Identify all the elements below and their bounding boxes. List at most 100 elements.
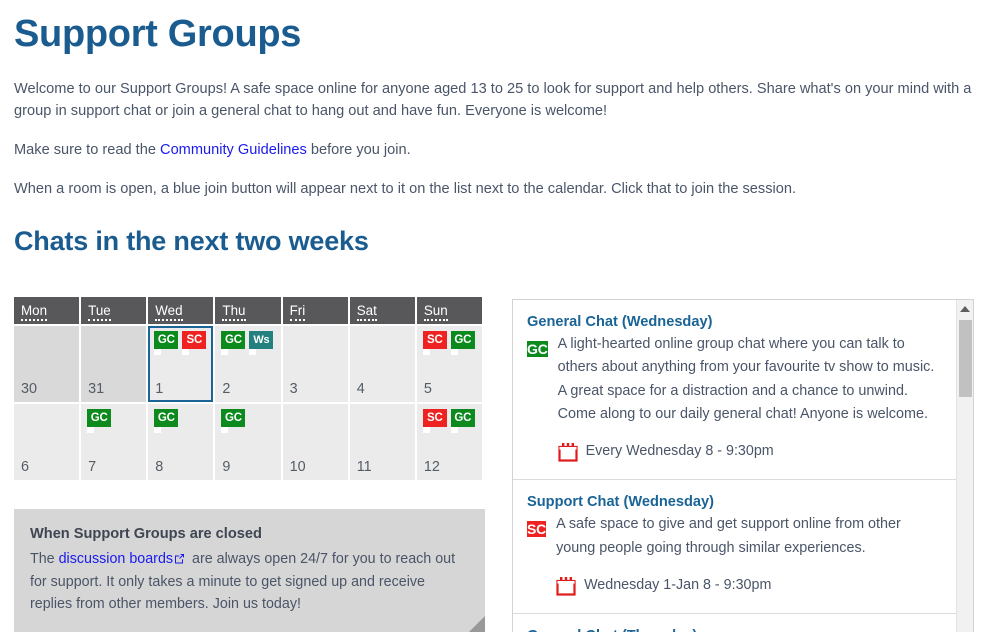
day-number: 4 <box>356 381 365 397</box>
chat-card-description: A safe space to give and get support onl… <box>556 516 901 556</box>
day-number: 7 <box>88 459 97 475</box>
closed-notice-box: When Support Groups are closed The discu… <box>14 509 485 632</box>
closed-notice-text: The discussion boards are always open 24… <box>30 548 469 615</box>
calendar-day-cell[interactable]: 30 <box>14 326 80 402</box>
chat-card-text: A safe space to give and get support onl… <box>556 513 938 597</box>
closed-notice-heading: When Support Groups are closed <box>30 526 262 542</box>
calendar-header-row: Mon Tue Wed Thu Fri Sat Sun <box>14 297 482 324</box>
calendar-day-cell[interactable]: SC GC 12 <box>416 404 482 480</box>
day-number: 11 <box>356 459 372 475</box>
day-abbr: Sat <box>356 303 377 321</box>
chat-badge-gc[interactable]: GC <box>450 409 475 433</box>
external-link-icon <box>174 549 185 571</box>
scroll-up-arrow-icon[interactable] <box>957 300 973 317</box>
calendar-week-row: 30 31 GC SC 1 GC Ws 2 3 4 SC GC 5 <box>14 326 482 402</box>
guidelines-suffix: before you join. <box>306 142 411 159</box>
day-number: 6 <box>21 459 30 475</box>
chat-card-schedule: Every Wednesday 8 - 9:30pm <box>585 443 774 460</box>
day-badges: SC GC <box>422 331 477 355</box>
chat-card-badge-holder: SC <box>527 517 546 597</box>
chat-badge-sc[interactable]: SC <box>182 331 207 355</box>
chat-card-schedule-row: Wednesday 1-Jan 8 - 9:30pm <box>556 574 938 597</box>
day-badges: GC SC <box>154 331 208 355</box>
day-number: 1 <box>155 381 164 397</box>
intro-join-note: When a room is open, a blue join button … <box>14 181 797 198</box>
day-number: 30 <box>21 381 38 397</box>
panel-scrollbar[interactable] <box>956 300 973 632</box>
day-number: 3 <box>289 381 298 397</box>
calendar-day-cell[interactable]: 11 <box>349 404 415 480</box>
calendar-day-cell[interactable]: GC 9 <box>215 404 281 480</box>
calendar-day-header-tue: Tue <box>81 297 147 324</box>
calendar-day-cell[interactable]: 4 <box>349 326 415 402</box>
chat-card-schedule: Wednesday 1-Jan 8 - 9:30pm <box>584 577 772 594</box>
chat-badge-gc[interactable]: GC <box>221 409 246 433</box>
chat-badge-sc[interactable]: SC <box>422 409 447 433</box>
calendar-day-cell[interactable]: 6 <box>14 404 80 480</box>
chat-badge-gc[interactable]: GC <box>450 331 475 355</box>
calendar-day-cell[interactable]: 10 <box>282 404 348 480</box>
guidelines-prefix: Make sure to read the <box>14 142 161 159</box>
calendar-day-cell[interactable]: GC 8 <box>148 404 214 480</box>
chat-badge-gc[interactable]: GC <box>87 409 112 433</box>
page-title: Support Groups <box>14 13 302 55</box>
day-badges: SC GC <box>422 409 477 433</box>
chat-card-text: A light-hearted online group chat where … <box>558 333 938 463</box>
calendar-day-cell[interactable]: GC 7 <box>81 404 147 480</box>
chat-card[interactable]: Support Chat (Wednesday) SC A safe space t… <box>513 480 956 615</box>
intro-guidelines: Make sure to read the Community Guidelin… <box>14 139 974 161</box>
chat-card-body: SC A safe space to give and get support o… <box>527 513 938 597</box>
calendar-day-header-mon: Mon <box>14 297 80 324</box>
calendar-day-cell[interactable]: GC SC 1 <box>148 326 214 402</box>
chat-card-body: GC A light-hearted online group chat wher… <box>527 333 938 463</box>
calendar-day-header-sun: Sun <box>416 297 482 324</box>
calendar-day-header-thu: Thu <box>215 297 281 324</box>
day-number: 31 <box>88 381 105 397</box>
chat-card-title: General Chat (Thursday) <box>527 628 938 632</box>
day-abbr: Sun <box>423 303 448 321</box>
chat-badge-sc: SC <box>527 521 547 538</box>
support-groups-page: Support Groups Welcome to our Support Gr… <box>0 13 988 632</box>
calendar-day-header-wed: Wed <box>148 297 214 324</box>
chat-badge-gc[interactable]: GC <box>154 409 179 433</box>
calendar-body: 30 31 GC SC 1 GC Ws 2 3 4 SC GC 5 6 GC 7 GC 8 GC 9 10 11 SC GC 1… <box>14 326 482 480</box>
day-badges: GC <box>221 409 275 433</box>
chat-badge-gc[interactable]: GC <box>154 331 179 355</box>
chat-badge-ws[interactable]: Ws <box>249 331 274 355</box>
chat-badge-sc[interactable]: SC <box>422 331 447 355</box>
calendar-day-cell[interactable]: GC Ws 2 <box>215 326 281 402</box>
day-badges: GC Ws <box>221 331 275 355</box>
chat-list-scroll-area: General Chat (Wednesday) GC A light-hearte… <box>513 300 956 632</box>
day-number: 5 <box>423 381 432 397</box>
day-abbr: Thu <box>222 303 246 321</box>
day-abbr: Tue <box>88 303 111 321</box>
day-badges: GC <box>154 409 208 433</box>
calendar-week-row: 6 GC 7 GC 8 GC 9 10 11 SC GC 12 <box>14 404 482 480</box>
day-abbr: Fri <box>289 303 306 321</box>
section-title: Chats in the next two weeks <box>14 226 369 257</box>
calendar-table: Mon Tue Wed Thu Fri Sat Sun 30 31 GC SC 1 GC Ws 2 3 4 SC… <box>12 295 484 482</box>
resize-handle[interactable] <box>468 616 485 632</box>
day-number: 10 <box>289 459 306 475</box>
calendar-day-cell[interactable]: 3 <box>282 326 348 402</box>
calendar-day-cell[interactable]: SC GC 5 <box>416 326 482 402</box>
chat-card[interactable]: General Chat (Thursday)GC <box>513 614 956 632</box>
chat-list-panel: General Chat (Wednesday) GC A light-hearte… <box>512 299 974 632</box>
scroll-down-arrow-icon[interactable] <box>957 628 973 632</box>
scrollbar-thumb[interactable] <box>959 320 972 397</box>
day-abbr: Mon <box>21 303 48 321</box>
chat-badge-gc: GC <box>527 341 548 357</box>
community-guidelines-link[interactable]: Community Guidelines <box>160 142 307 159</box>
chat-card-title: General Chat (Wednesday) <box>527 314 713 330</box>
chat-card[interactable]: General Chat (Wednesday) GC A light-hearte… <box>513 300 956 481</box>
chat-badge-gc[interactable]: GC <box>221 331 246 355</box>
intro-text: Welcome to our Support Groups! A safe sp… <box>14 78 974 201</box>
discussion-boards-link[interactable]: discussion boards <box>58 550 174 567</box>
calendar-day-header-fri: Fri <box>282 297 348 324</box>
calendar-icon <box>558 442 578 462</box>
chat-card-title: Support Chat (Wednesday) <box>527 494 715 511</box>
calendar-day-cell[interactable]: 31 <box>81 326 147 402</box>
day-number: 8 <box>155 459 164 475</box>
closed-text-before: The <box>30 550 59 567</box>
closed-text-after: are always open 24/7 for you to reach ou… <box>30 550 456 612</box>
